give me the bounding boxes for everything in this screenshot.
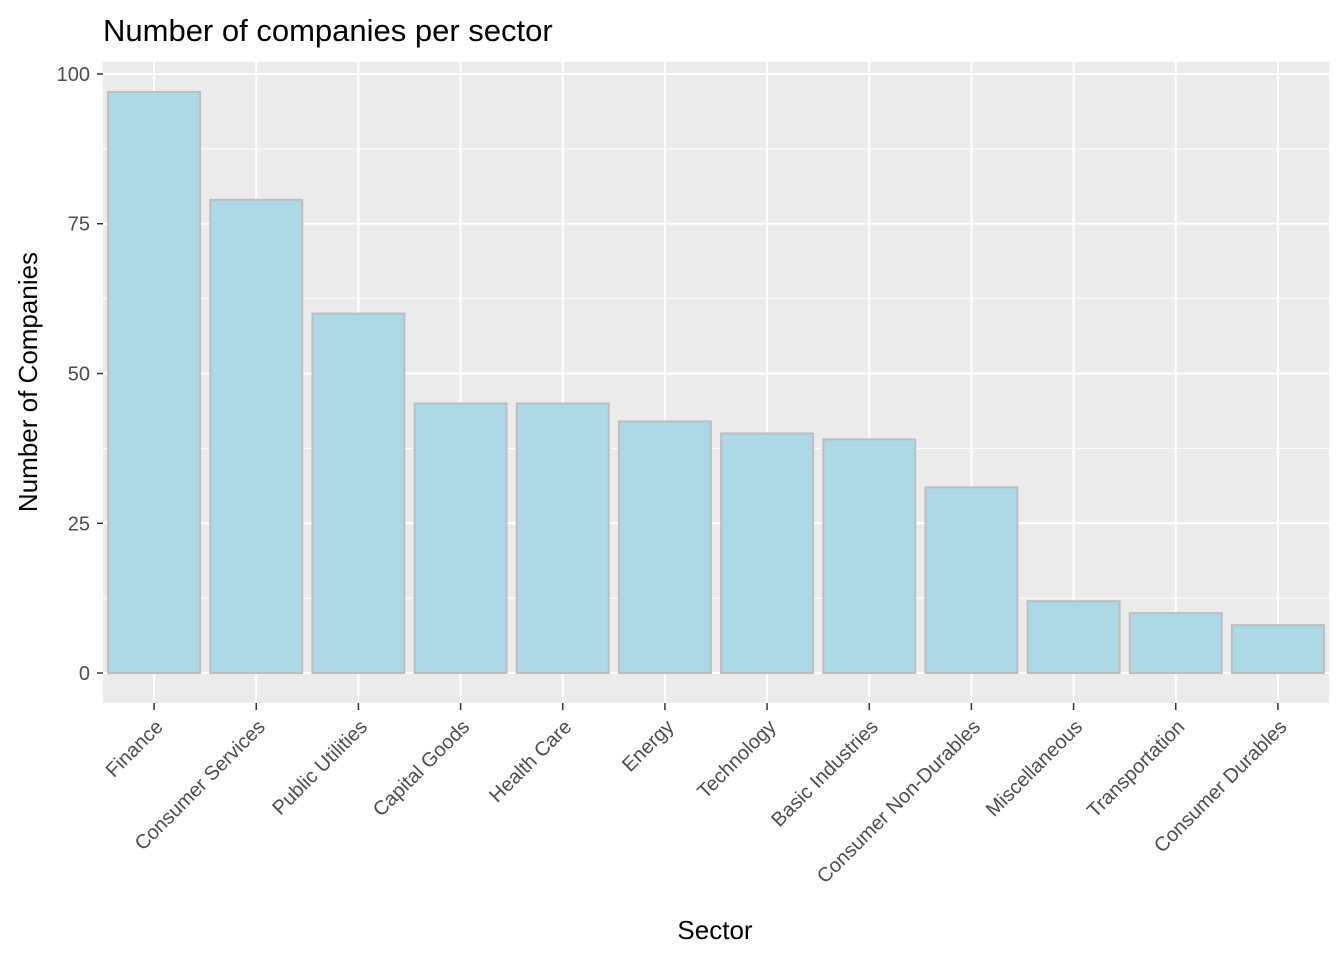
y-tick-label: 25: [68, 513, 90, 535]
y-tick-label: 0: [79, 663, 90, 685]
x-tick-label: Miscellaneous: [982, 716, 1087, 821]
x-tick-label: Energy: [618, 716, 678, 776]
x-tick-label: Consumer Non-Durables: [813, 716, 985, 888]
bar: [311, 312, 406, 675]
bar: [107, 90, 202, 675]
x-tick-label: Public Utilities: [268, 716, 372, 820]
bars: [107, 90, 1325, 675]
bar: [720, 432, 815, 675]
bar: [1128, 612, 1223, 675]
x-axis-title: Sector: [677, 915, 752, 945]
x-tick-label: Technology: [694, 716, 781, 803]
bar: [515, 402, 610, 675]
bar: [617, 420, 712, 675]
chart-title: Number of companies per sector: [103, 13, 553, 48]
x-tick-label: Finance: [102, 716, 168, 782]
y-tick-label: 50: [68, 364, 90, 386]
y-tick-label: 100: [57, 64, 90, 86]
plot-panel: [103, 62, 1329, 703]
x-tick-label: Capital Goods: [369, 716, 474, 821]
y-tick-label: 75: [68, 214, 90, 236]
bar: [413, 402, 508, 675]
bar: [1230, 624, 1325, 675]
x-tick-label: Basic Industries: [767, 716, 882, 831]
bar: [209, 198, 304, 675]
bar: [1026, 600, 1121, 675]
x-tick-label: Transportation: [1083, 716, 1189, 822]
y-axis-title: Number of Companies: [13, 252, 43, 512]
panel-background: [103, 62, 1329, 703]
x-tick-label: Health Care: [485, 716, 576, 807]
bar: [822, 438, 917, 675]
bar: [924, 486, 1019, 675]
